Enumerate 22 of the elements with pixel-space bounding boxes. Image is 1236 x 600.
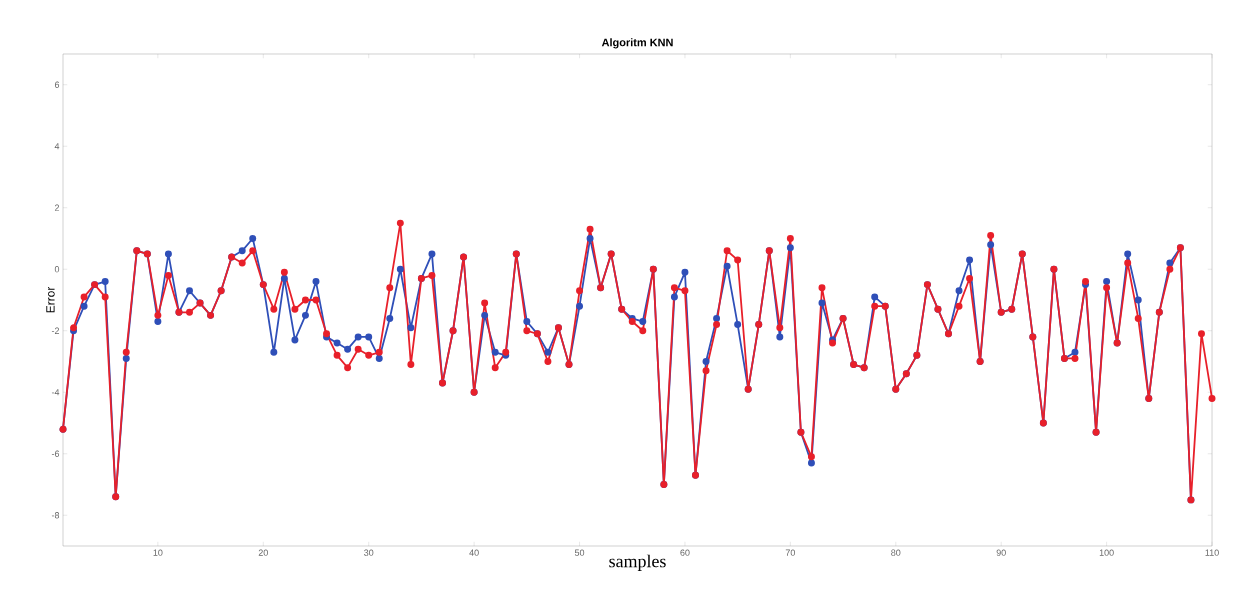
y-axis-title: Error xyxy=(46,286,55,313)
x-tick-label: 70 xyxy=(785,549,795,556)
x-tick-label: 50 xyxy=(574,549,585,556)
chart-title: Algoritm KNN xyxy=(601,38,673,49)
y-tick-label: -6 xyxy=(51,450,60,457)
x-tick-label: 100 xyxy=(1099,549,1114,556)
y-tick-label: 2 xyxy=(54,204,60,211)
x-tick-label: 20 xyxy=(258,549,268,556)
x-tick-label: 90 xyxy=(996,549,1006,556)
y-tick-label: 0 xyxy=(54,266,60,273)
y-tick-label: 6 xyxy=(54,81,60,88)
x-tick-label: 60 xyxy=(680,549,690,556)
x-tick-label: 30 xyxy=(364,549,374,556)
y-tick-label: -2 xyxy=(51,327,60,334)
x-tick-label: 80 xyxy=(891,549,901,556)
x-tick-label: 10 xyxy=(153,549,163,556)
y-tick-label: -4 xyxy=(51,389,60,396)
y-tick-label: 4 xyxy=(54,143,60,150)
x-axis-title: samples xyxy=(609,554,666,571)
x-tick-label: 110 xyxy=(1205,549,1219,556)
x-tick-label: 40 xyxy=(469,549,479,556)
y-tick-label: -8 xyxy=(51,512,60,519)
